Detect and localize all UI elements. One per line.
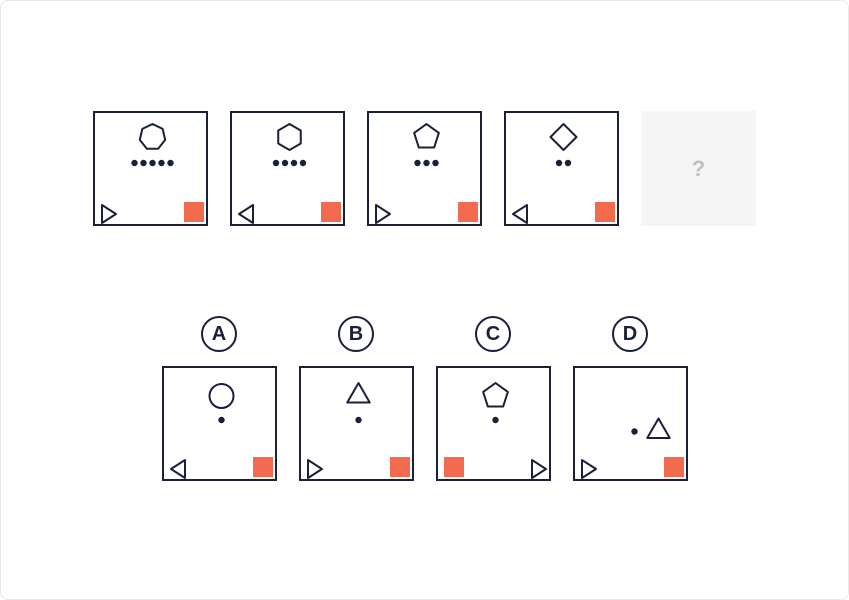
answer-tile-d [573, 366, 688, 481]
placeholder-label: ? [692, 156, 705, 182]
answer-label-a: A [201, 316, 237, 352]
answer-label-d: D [612, 316, 648, 352]
answer-tile-a [162, 366, 277, 481]
sequence-placeholder: ? [641, 111, 756, 226]
sequence-tile-1 [93, 111, 208, 226]
sequence-tile-2 [230, 111, 345, 226]
sequence-tile-3 [367, 111, 482, 226]
answer-label-c: C [475, 316, 511, 352]
answer-option-b[interactable]: B [299, 316, 414, 481]
answer-option-d[interactable]: D [573, 316, 688, 481]
answers-row: A B C D [162, 316, 688, 481]
answer-tile-b [299, 366, 414, 481]
sequence-tile-4 [504, 111, 619, 226]
answer-label-b: B [338, 316, 374, 352]
answer-option-a[interactable]: A [162, 316, 277, 481]
answer-option-c[interactable]: C [436, 316, 551, 481]
answer-tile-c [436, 366, 551, 481]
sequence-row: ? [93, 111, 756, 226]
